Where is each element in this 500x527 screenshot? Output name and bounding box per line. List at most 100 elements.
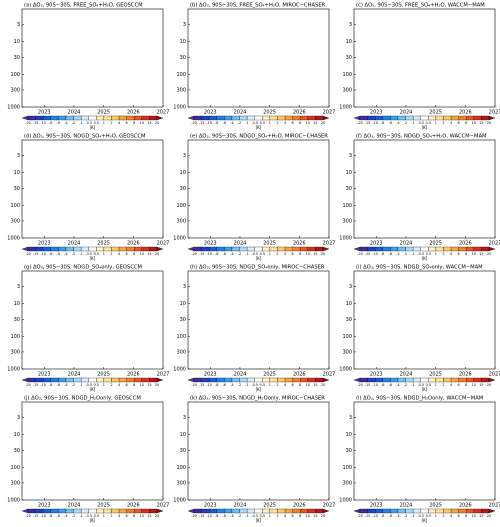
- colorbar-bin: [367, 115, 376, 121]
- y-tick-label: 10: [14, 432, 20, 438]
- colorbar-bin: [126, 115, 135, 121]
- colorbar-label: 4: [284, 121, 286, 125]
- panel-title: (i) ΔO₃, 90S−30S, NDGD_SO₄only, WACCM−MA…: [356, 265, 483, 271]
- colorbar-bin: [473, 508, 482, 514]
- colorbar-bin: [201, 508, 210, 514]
- colorbar-bin: [262, 115, 271, 121]
- colorbar-label: -4: [396, 121, 399, 125]
- colorbar-label: 0.5: [94, 252, 99, 256]
- colorbar-bin: [231, 115, 240, 121]
- colorbar-bin: [73, 115, 82, 121]
- colorbar-bin: [481, 115, 490, 121]
- colorbar-label: 1: [435, 383, 437, 387]
- colorbar-label: -2: [72, 121, 75, 125]
- colorbar-label: -0.5: [251, 252, 258, 256]
- colorbar-bin: [405, 508, 414, 514]
- colorbar-end: [488, 377, 496, 383]
- colorbar-bin: [428, 115, 437, 121]
- colorbar-bin: [450, 377, 459, 383]
- y-tick-label: 300: [10, 87, 20, 93]
- colorbar-bin: [405, 115, 414, 121]
- colorbar-end: [187, 508, 195, 514]
- colorbar-label: -10: [372, 514, 378, 518]
- colorbar-bin: [443, 508, 452, 514]
- colorbar-bin: [397, 246, 406, 252]
- colorbar-bin: [428, 377, 437, 383]
- colorbar-label: -2: [238, 252, 241, 256]
- colorbar-label: -0.5: [85, 514, 92, 518]
- colorbar-label: -4: [64, 121, 67, 125]
- colorbar-bin: [367, 508, 376, 514]
- y-tick-label: 30: [346, 448, 352, 454]
- colorbar-label: -2: [72, 514, 75, 518]
- colorbar-bin: [359, 246, 368, 252]
- colorbar-label: 8: [465, 252, 467, 256]
- colorbar-bin: [307, 115, 316, 121]
- colorbar-end: [156, 115, 164, 121]
- colorbar-label: 6: [126, 383, 128, 387]
- colorbar-label: -20: [357, 514, 363, 518]
- colorbar-label: 4: [284, 383, 286, 387]
- colorbar-label: 10: [472, 252, 476, 256]
- colorbar-label: 10: [140, 514, 144, 518]
- colorbar-label: -10: [40, 252, 46, 256]
- colorbar-label: -1: [79, 514, 82, 518]
- colorbar-label: -2: [404, 383, 407, 387]
- colorbar-bin: [35, 246, 44, 252]
- x-tick-label: 2027: [323, 372, 336, 378]
- colorbar-bin: [315, 508, 324, 514]
- colorbar-bin: [103, 377, 112, 383]
- y-tick-label: 100: [176, 72, 186, 78]
- colorbar-label: 8: [133, 252, 135, 256]
- colorbar-label: -4: [230, 514, 233, 518]
- colorbar-bin: [111, 508, 120, 514]
- colorbar-bin: [390, 508, 399, 514]
- x-tick-label: 2024: [400, 372, 413, 378]
- colorbar-label: -4: [230, 383, 233, 387]
- colorbar-label: -10: [206, 383, 212, 387]
- colorbar-label: -1: [245, 252, 248, 256]
- colorbar-bin: [466, 508, 474, 514]
- colorbar-bin: [269, 115, 278, 121]
- plot-frame: [187, 8, 330, 108]
- colorbar-label: 4: [118, 514, 120, 518]
- colorbar-bin: [262, 246, 271, 252]
- colorbar-bin: [375, 377, 383, 383]
- colorbar-label: 6: [292, 383, 294, 387]
- colorbar-unit: [K]: [90, 387, 96, 392]
- colorbar-bin: [118, 246, 127, 252]
- colorbar-bin: [111, 377, 120, 383]
- colorbar-label: 4: [284, 252, 286, 256]
- colorbar-bin: [111, 246, 120, 252]
- colorbar-label: -1: [411, 252, 414, 256]
- colorbar-bin: [65, 246, 74, 252]
- colorbar-bin: [443, 115, 452, 121]
- x-tick-label: 2025: [429, 503, 442, 509]
- colorbar-bin: [239, 508, 248, 514]
- colorbar-unit: [K]: [422, 387, 428, 392]
- colorbar-bin: [103, 115, 112, 121]
- colorbar-label: 15: [313, 514, 317, 518]
- colorbar-bin: [201, 377, 210, 383]
- colorbar-bin: [284, 377, 293, 383]
- colorbar-label: 10: [472, 121, 476, 125]
- colorbar-bin: [450, 246, 459, 252]
- y-tick-label: 10: [346, 432, 352, 438]
- colorbar-bin: [307, 246, 316, 252]
- colorbar-bin: [111, 115, 120, 121]
- colorbar-label: -10: [372, 121, 378, 125]
- y-tick-label: 1000: [339, 236, 352, 242]
- x-tick-label: 2027: [489, 372, 500, 378]
- colorbar-bin: [307, 377, 316, 383]
- x-tick-label: 2026: [293, 503, 306, 509]
- colorbar-label: 10: [306, 252, 310, 256]
- y-tick-label: 1000: [339, 367, 352, 373]
- colorbar-bin: [43, 377, 51, 383]
- colorbar-label: -1: [79, 252, 82, 256]
- colorbar-bin: [412, 377, 421, 383]
- colorbar-bin: [209, 115, 217, 121]
- colorbar-bin: [80, 115, 89, 121]
- colorbar-label: 1: [103, 121, 105, 125]
- colorbar-end: [488, 246, 496, 252]
- colorbar-label: -6: [57, 252, 60, 256]
